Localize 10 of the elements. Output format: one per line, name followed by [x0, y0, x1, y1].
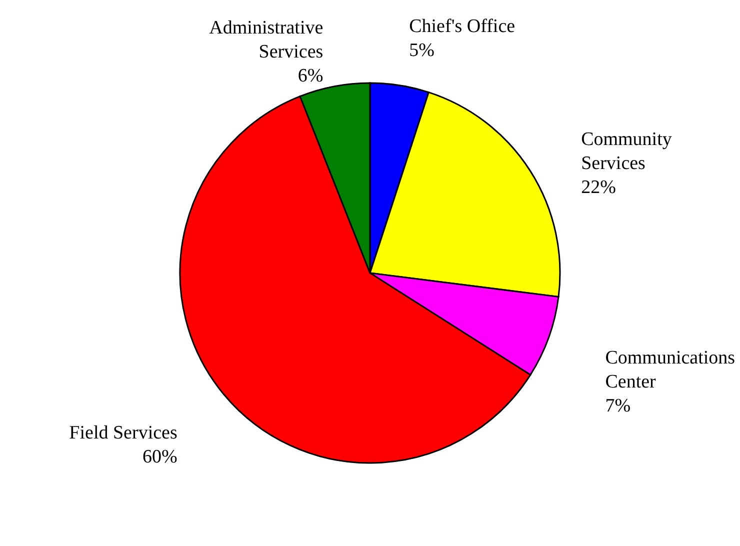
- slice-label: Field Services: [69, 422, 178, 444]
- data-label: 6%: [298, 65, 324, 86]
- slice-label: Community Services: [581, 129, 672, 174]
- slice-label: Chief's Office: [409, 16, 516, 38]
- data-label: 60%: [142, 446, 178, 468]
- data-label: 22%: [581, 177, 616, 198]
- data-label: 5%: [409, 40, 435, 62]
- data-label: 7%: [605, 396, 631, 417]
- slice-label: Communications Center: [605, 348, 736, 393]
- slice-label: Administrative Services: [209, 17, 324, 62]
